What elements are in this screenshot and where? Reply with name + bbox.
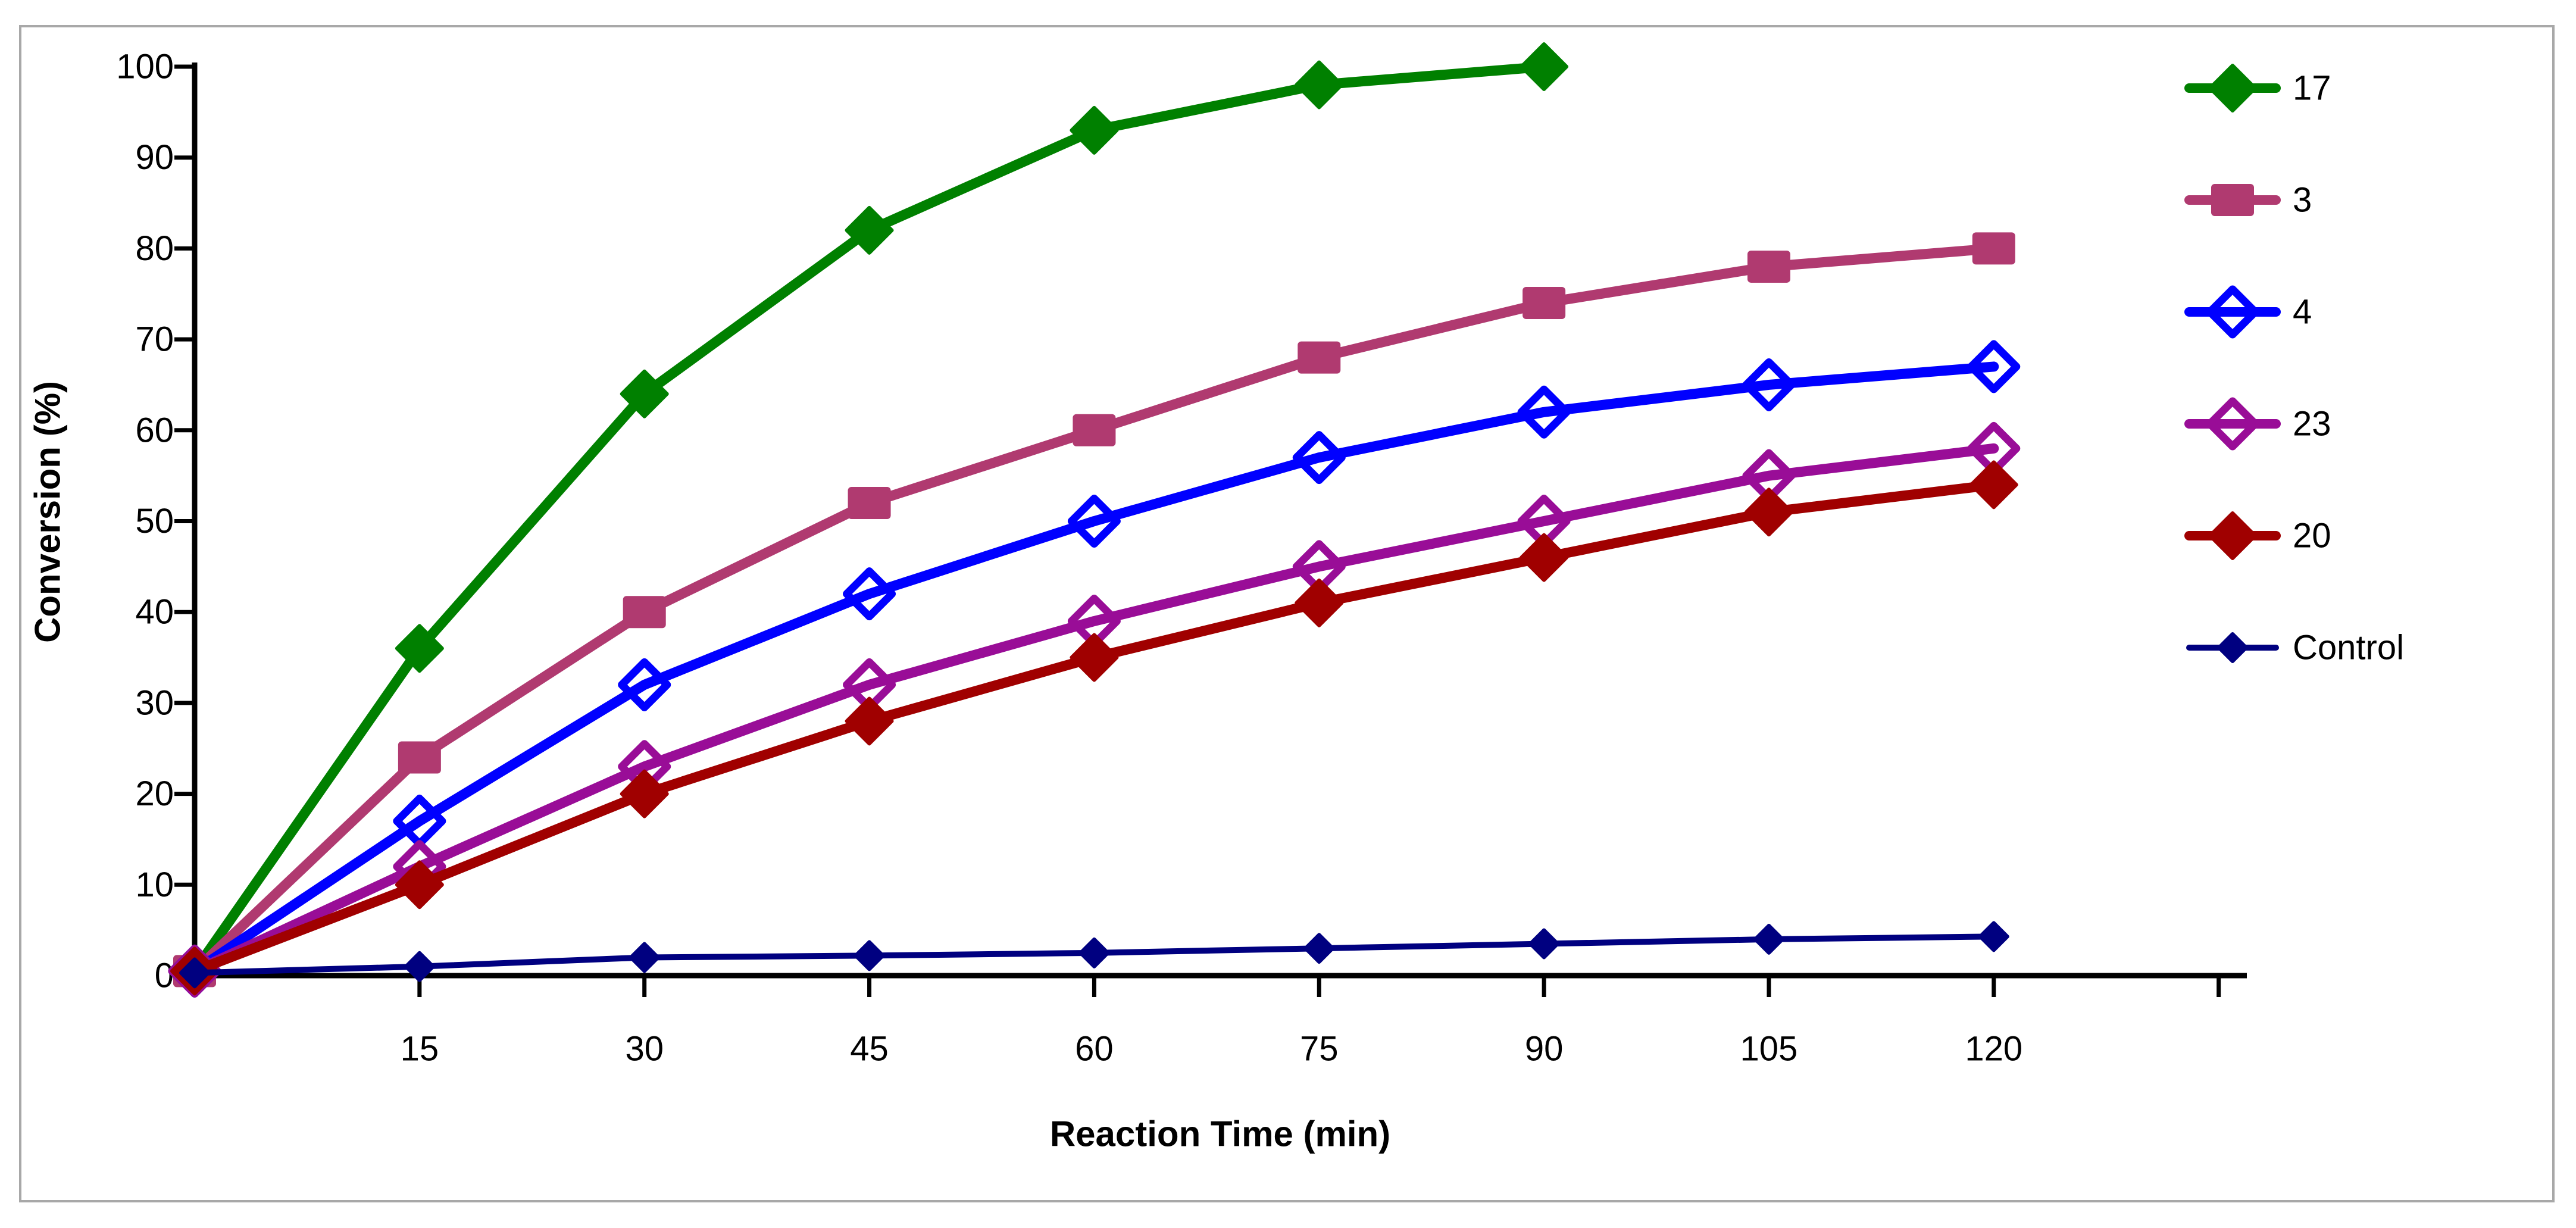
data-point-control xyxy=(179,957,210,989)
legend: 17 3 4 23 20 Control xyxy=(2184,64,2404,667)
data-point-20 xyxy=(620,769,669,818)
data-point-4 xyxy=(843,567,896,621)
data-point-17 xyxy=(620,369,669,418)
legend-item-23: 23 xyxy=(2184,397,2331,451)
data-point-17 xyxy=(845,205,894,255)
x-axis-title: Reaction Time (min) xyxy=(1050,1114,1390,1154)
series-23 xyxy=(168,421,2021,998)
y-tick-label: 100 xyxy=(116,48,174,86)
data-point-control xyxy=(629,942,660,973)
x-tick-label: 15 xyxy=(401,1030,439,1068)
legend-marker-4 xyxy=(2206,285,2259,339)
legend-label-control: Control xyxy=(2293,629,2404,667)
data-point-3 xyxy=(1972,232,2015,265)
data-point-20 xyxy=(845,696,894,746)
data-point-4 xyxy=(1967,340,2021,393)
y-tick-label: 20 xyxy=(135,774,174,813)
legend-label-23: 23 xyxy=(2293,405,2331,443)
data-point-20 xyxy=(1295,578,1344,627)
x-tick-label: 30 xyxy=(625,1030,664,1068)
data-point-control xyxy=(1978,921,2009,952)
series-line-23 xyxy=(189,443,1999,976)
axis-titles: Reaction Time (min) Conversion (%) xyxy=(28,381,1391,1154)
legend-marker-3 xyxy=(2211,184,2254,216)
data-point-20 xyxy=(1070,633,1119,682)
x-tick-label: 60 xyxy=(1075,1030,1114,1068)
data-point-3 xyxy=(1073,414,1116,446)
y-tick-label: 10 xyxy=(135,865,174,904)
series-control xyxy=(179,921,2009,989)
data-point-4 xyxy=(1517,385,1571,439)
data-point-17 xyxy=(1070,105,1119,155)
series-4 xyxy=(168,340,2021,998)
data-point-control xyxy=(1753,923,1784,955)
y-axis-ticks: 0 10 20 30 40 50 60 70 80 90 100 xyxy=(116,48,195,995)
y-tick-label: 0 xyxy=(155,957,174,995)
legend-item-4: 4 xyxy=(2184,285,2312,339)
legend-item-control: Control xyxy=(2186,629,2404,667)
y-tick-label: 60 xyxy=(135,411,174,449)
legend-marker-17 xyxy=(2208,64,2257,113)
data-point-4 xyxy=(618,658,671,711)
x-axis-ticks: 15 30 45 60 75 90 105 120 xyxy=(401,976,2221,1068)
data-point-17 xyxy=(1295,60,1344,110)
data-point-17 xyxy=(395,624,444,673)
data-point-control xyxy=(1528,928,1560,960)
series-line-4 xyxy=(189,361,1999,976)
legend-label-17: 17 xyxy=(2293,69,2331,108)
data-point-4 xyxy=(1067,495,1121,548)
y-tick-label: 40 xyxy=(135,593,174,632)
data-point-3 xyxy=(1747,250,1790,283)
data-point-17 xyxy=(1520,42,1569,91)
y-tick-label: 80 xyxy=(135,229,174,268)
legend-marker-23 xyxy=(2206,397,2259,451)
legend-label-20: 20 xyxy=(2293,517,2331,555)
legend-item-20: 20 xyxy=(2184,511,2331,560)
y-tick-label: 50 xyxy=(135,502,174,540)
data-point-control xyxy=(1078,937,1110,968)
figure-border xyxy=(19,25,2555,1202)
data-point-20 xyxy=(1520,533,1569,582)
data-point-control xyxy=(1303,933,1335,964)
legend-item-3: 3 xyxy=(2184,181,2312,220)
x-tick-label: 120 xyxy=(1965,1030,2022,1068)
axes xyxy=(192,63,2247,979)
data-point-3 xyxy=(848,486,891,519)
legend-marker-20 xyxy=(2208,511,2257,560)
data-point-control xyxy=(404,951,435,982)
data-point-3 xyxy=(398,741,441,774)
data-point-20 xyxy=(395,860,444,910)
data-point-control xyxy=(854,940,885,971)
data-point-20 xyxy=(1969,460,2018,510)
legend-label-3: 3 xyxy=(2293,181,2312,220)
data-point-4 xyxy=(1742,358,1796,411)
x-tick-label: 45 xyxy=(850,1030,889,1068)
x-tick-label: 75 xyxy=(1300,1030,1339,1068)
series-20 xyxy=(170,460,2018,996)
x-tick-label: 90 xyxy=(1525,1030,1564,1068)
y-axis-title: Conversion (%) xyxy=(28,381,68,643)
y-tick-label: 30 xyxy=(135,683,174,722)
data-point-3 xyxy=(1523,287,1566,320)
data-point-3 xyxy=(623,596,666,629)
y-tick-label: 70 xyxy=(135,320,174,359)
legend-item-17: 17 xyxy=(2184,64,2331,113)
legend-marker-control xyxy=(2217,632,2248,663)
y-tick-label: 90 xyxy=(135,138,174,177)
x-tick-label: 105 xyxy=(1740,1030,1798,1068)
data-point-20 xyxy=(1744,488,1793,537)
data-point-3 xyxy=(1298,341,1341,374)
data-point-4 xyxy=(1292,431,1346,485)
legend-label-4: 4 xyxy=(2293,293,2312,332)
